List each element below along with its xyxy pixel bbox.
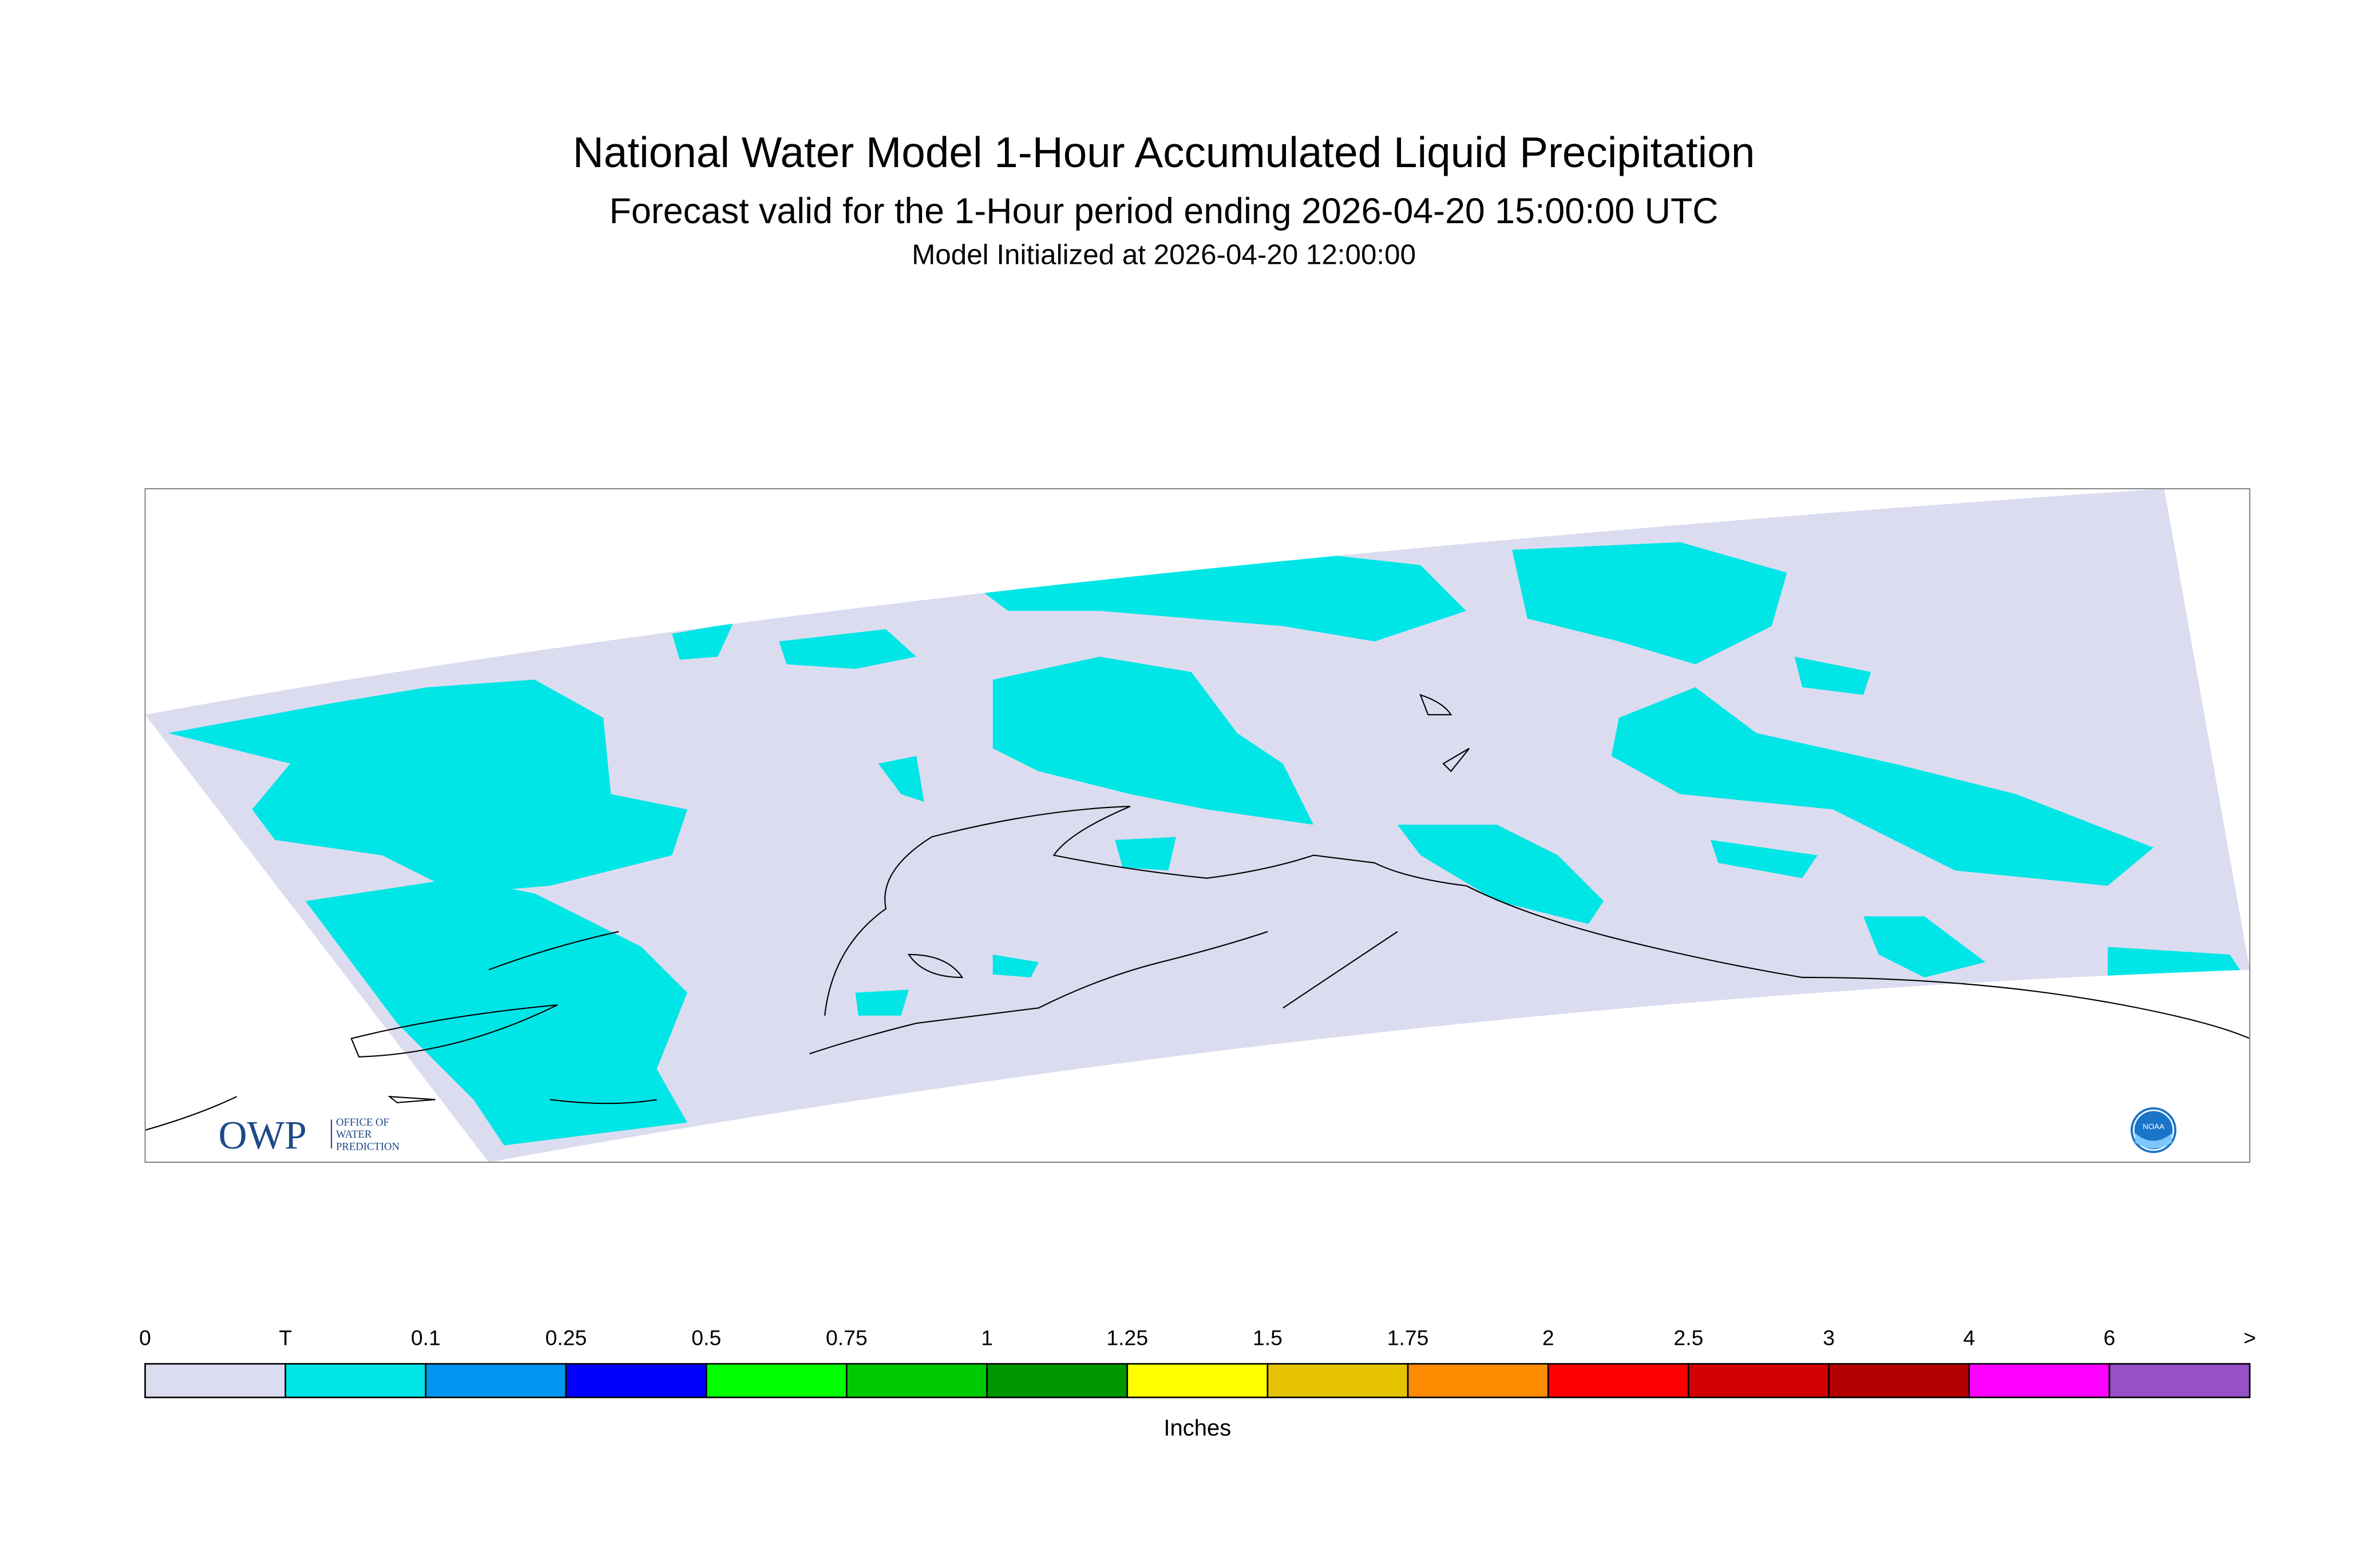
colorbar-swatch bbox=[2108, 1363, 2251, 1399]
colorbar-swatch bbox=[1266, 1363, 1409, 1399]
colorbar-label: 1 bbox=[981, 1325, 993, 1349]
init-time: Model Initialized at 2026-04-20 12:00:00 bbox=[912, 239, 1416, 270]
colorbar-swatch bbox=[425, 1363, 567, 1399]
owp-logo: OWP OFFICE OF WATER PREDICTION bbox=[219, 1114, 400, 1158]
owp-logo-line: WATER bbox=[336, 1129, 372, 1141]
noaa-logo-text: NOAA bbox=[2143, 1122, 2164, 1131]
map-frame bbox=[144, 488, 2251, 1163]
colorbar-label: 0.75 bbox=[826, 1325, 868, 1349]
colorbar-label: > bbox=[2243, 1325, 2256, 1349]
colorbar-swatch bbox=[1547, 1363, 1689, 1399]
colorbar-swatch bbox=[1828, 1363, 1970, 1399]
owp-logo-line: PREDICTION bbox=[336, 1141, 400, 1153]
colorbar-swatch bbox=[986, 1363, 1129, 1399]
colorbar-swatch bbox=[1968, 1363, 2111, 1399]
colorbar-label: 0.1 bbox=[411, 1325, 441, 1349]
colorbar: 0 T 0.1 0.25 0.5 0.75 1 1.25 1.5 1.75 2 2.5 3 4 6 > bbox=[139, 1325, 2256, 1399]
colorbar-swatch bbox=[1126, 1363, 1269, 1399]
owp-logo-line: OFFICE OF bbox=[336, 1116, 389, 1129]
colorbar-label: 2.5 bbox=[1673, 1325, 1703, 1349]
colorbar-label: 1.75 bbox=[1387, 1325, 1429, 1349]
colorbar-label: 4 bbox=[1963, 1325, 1975, 1349]
colorbar-label: 2 bbox=[1542, 1325, 1554, 1349]
colorbar-label: T bbox=[279, 1325, 292, 1349]
colorbar-label: 0.25 bbox=[545, 1325, 587, 1349]
colorbar-swatch bbox=[565, 1363, 707, 1399]
colorbar-swatch bbox=[1688, 1363, 1830, 1399]
colorbar-unit: Inches bbox=[1163, 1416, 1231, 1441]
colorbar-label: 6 bbox=[2104, 1325, 2116, 1349]
map: OWP OFFICE OF WATER PREDICTION NOAA bbox=[144, 488, 2251, 1163]
colorbar-swatch bbox=[846, 1363, 988, 1399]
colorbar-label: 1.5 bbox=[1253, 1325, 1282, 1349]
coastlines bbox=[145, 694, 2250, 1131]
noaa-logo: NOAA bbox=[2130, 1107, 2177, 1153]
subtitle: Forecast valid for the 1-Hour period end… bbox=[609, 191, 1719, 231]
colorbar-label: 3 bbox=[1823, 1325, 1835, 1349]
colorbar-swatch bbox=[1407, 1363, 1549, 1399]
colorbar-swatch bbox=[284, 1363, 427, 1399]
owp-logo-text: OWP bbox=[219, 1114, 307, 1158]
colorbar-swatch bbox=[144, 1363, 287, 1399]
title: National Water Model 1-Hour Accumulated … bbox=[573, 128, 1755, 176]
precip-areas bbox=[168, 542, 2246, 1146]
colorbar-label: 0.5 bbox=[691, 1325, 721, 1349]
colorbar-swatch bbox=[705, 1363, 848, 1399]
colorbar-label: 1.25 bbox=[1106, 1325, 1148, 1349]
colorbar-label: 0 bbox=[139, 1325, 151, 1349]
